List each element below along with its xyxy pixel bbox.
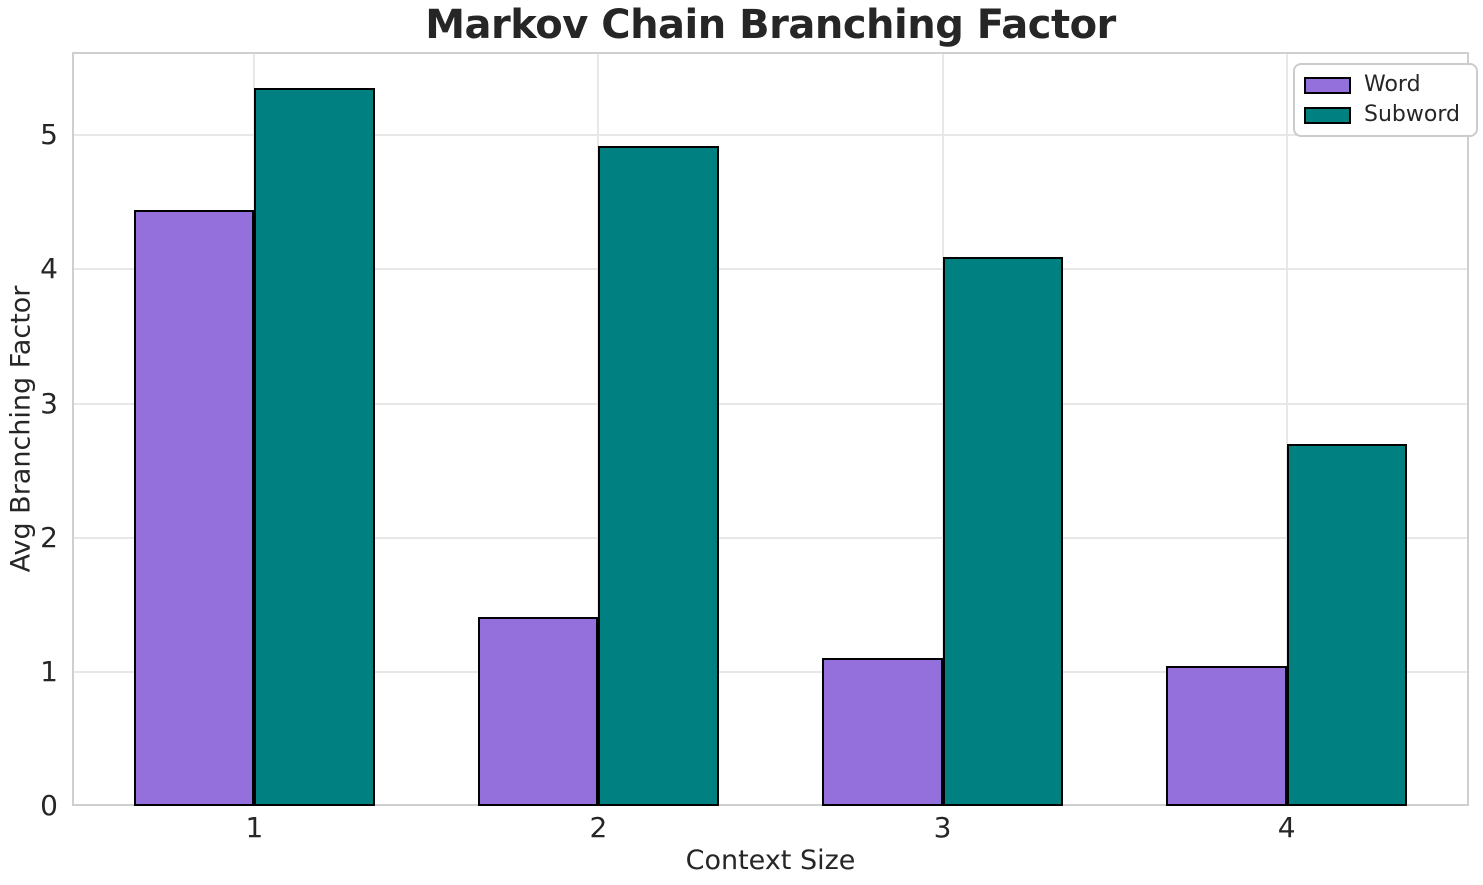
bar-subword-context-2 — [598, 145, 719, 806]
y-tick-label-3: 3 — [40, 386, 58, 420]
bar-subword-context-1 — [254, 88, 375, 806]
x-axis-label: Context Size — [685, 845, 856, 876]
bar-subword-context-4 — [1286, 443, 1408, 806]
y-tick-label-1: 1 — [40, 654, 58, 688]
bar-subword-context-3 — [942, 257, 1063, 806]
y-tick-label-0: 0 — [40, 789, 58, 822]
bar-word-context-3 — [822, 658, 943, 806]
x-tick-label-1: 1 — [245, 811, 264, 844]
x-tick-label-2: 2 — [589, 811, 608, 844]
x-tick-label-3: 3 — [933, 811, 952, 844]
bar-word-context-2 — [478, 616, 599, 806]
y-tick-label-2: 2 — [40, 520, 58, 554]
legend: Word Subword — [1293, 63, 1478, 138]
y-tick-label-4: 4 — [40, 252, 58, 286]
legend-swatch-subword — [1304, 106, 1351, 124]
chart-title: Markov Chain Branching Factor — [425, 2, 1116, 48]
legend-label-subword: Subword — [1364, 102, 1460, 128]
horizontal-gridline — [72, 670, 1469, 673]
horizontal-gridline — [72, 536, 1469, 539]
y-tick-label-5: 5 — [40, 118, 58, 152]
horizontal-gridline — [72, 402, 1469, 405]
horizontal-gridline — [72, 134, 1469, 137]
bar-word-context-1 — [133, 210, 255, 806]
bar-word-context-4 — [1166, 666, 1287, 806]
vertical-gridline — [1285, 52, 1288, 806]
x-tick-label-4: 4 — [1277, 811, 1296, 844]
legend-entry-subword: Subword — [1304, 102, 1460, 128]
plot-area — [72, 52, 1469, 806]
horizontal-gridline — [72, 268, 1469, 271]
legend-swatch-word — [1304, 76, 1351, 94]
legend-label-word: Word — [1364, 72, 1421, 97]
legend-entry-word: Word — [1304, 72, 1460, 97]
